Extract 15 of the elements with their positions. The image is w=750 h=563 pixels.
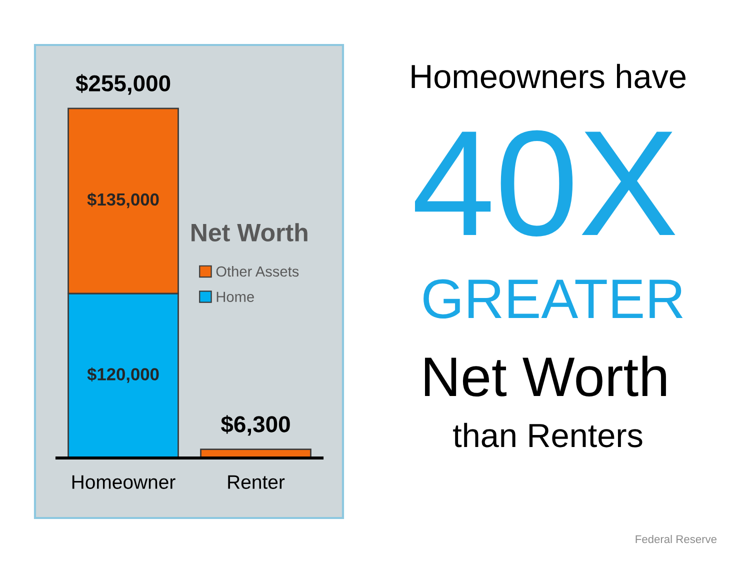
legend-label: Other Assets [216,266,299,277]
total-label: $6,300 [221,415,290,436]
x-tick-label: Homeowner [72,475,176,489]
data-label: $120,000 [87,367,159,383]
text: Homeowners have [412,64,686,88]
total-label: $255,000 [76,74,170,95]
text: GREATER [424,279,683,319]
text: Federal Reserve [636,534,717,544]
x-tick-label: Renter [228,475,285,489]
text: than Renters [453,422,642,448]
text: Net Worth [425,356,666,397]
data-label: $135,000 [87,192,159,208]
legend-label: Home [216,292,254,302]
legend-title: Net Worth [192,223,308,242]
text: 40X [415,130,676,236]
